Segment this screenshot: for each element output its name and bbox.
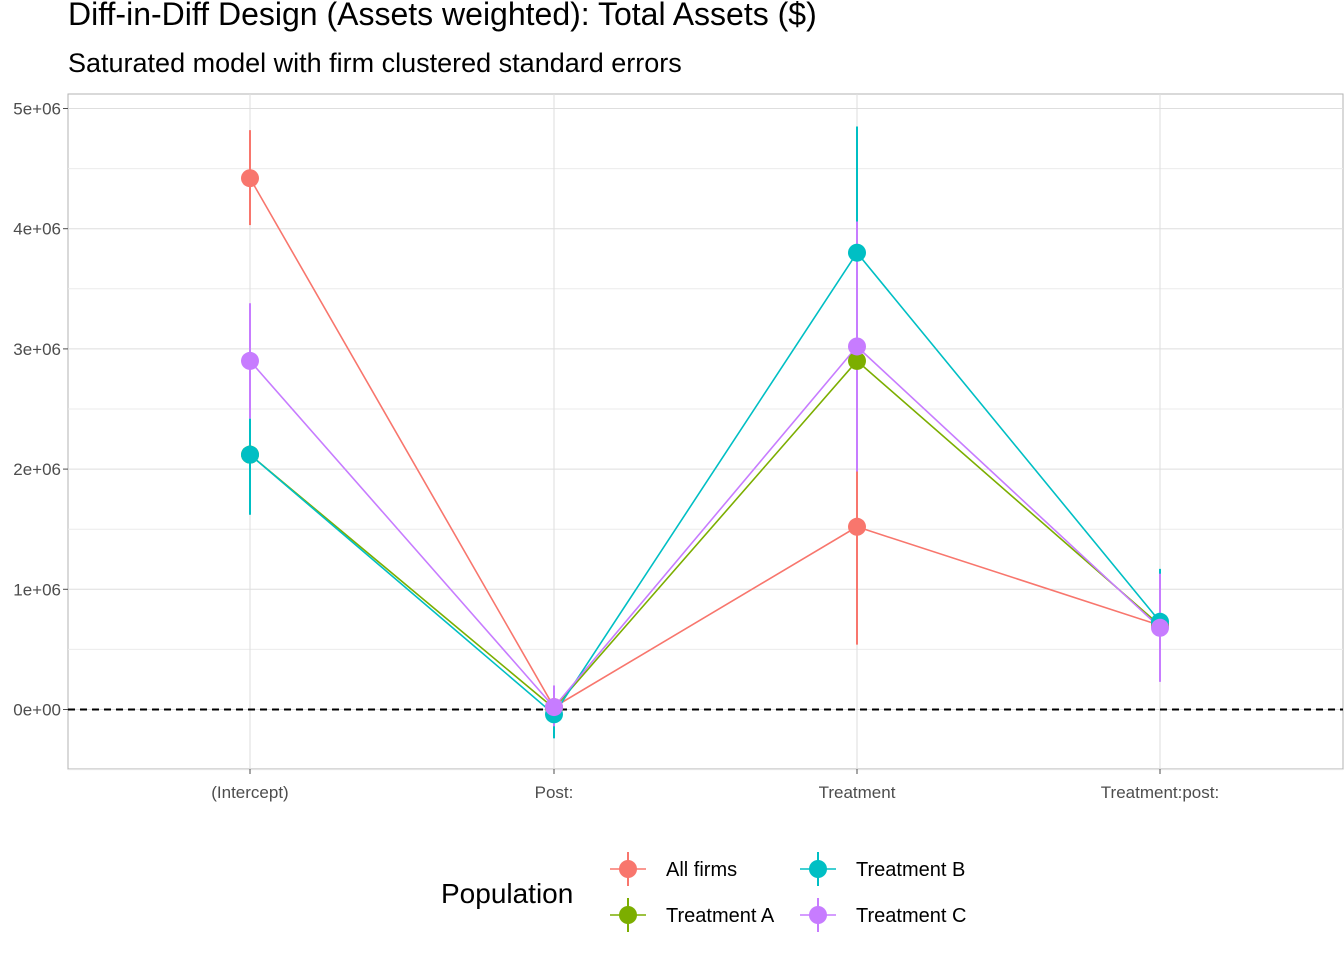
series-line [249, 177, 1161, 709]
chart-title: Diff-in-Diff Design (Assets weighted): T… [68, 0, 817, 32]
legend-key-point [619, 906, 637, 924]
series-line [249, 251, 1161, 716]
data-point [241, 351, 259, 370]
plot-panel: 0e+00 1e+06 2e+06 3e+06 4e+06 5e+06 (Intercept… [13, 93, 1344, 802]
legend-item: All firms [610, 852, 737, 886]
x-tick-label: Treatment [819, 783, 896, 802]
legend-item: Treatment C [800, 898, 966, 932]
y-tick-label: 5e+06 [13, 100, 61, 119]
y-tick-label: 0e+00 [13, 701, 61, 720]
x-tick-label: Treatment:post: [1101, 783, 1219, 802]
legend-label: Treatment C [856, 905, 966, 927]
series-line [249, 359, 1161, 710]
series-layer [241, 126, 1169, 739]
x-tick-label: Post: [535, 783, 574, 802]
legend-key-point [809, 906, 827, 924]
y-tick-label: 1e+06 [13, 580, 61, 599]
y-tick-label: 4e+06 [13, 220, 61, 239]
chart-subtitle: Saturated model with firm clustered stan… [68, 48, 682, 78]
data-point [848, 517, 866, 536]
data-point [241, 169, 259, 188]
legend-label: Treatment B [856, 859, 965, 881]
legend-label: All firms [666, 859, 737, 881]
legend-key-point [809, 860, 827, 878]
data-point [241, 445, 259, 464]
legend-item: Treatment B [800, 852, 965, 886]
legend-item: Treatment A [610, 898, 775, 932]
panel-border [67, 93, 1344, 770]
x-tick-label: (Intercept) [211, 783, 288, 802]
data-point [848, 337, 866, 356]
y-tick-label: 2e+06 [13, 460, 61, 479]
series-line [249, 345, 1161, 709]
legend: Population All firms Treatment A Treatment … [441, 852, 966, 932]
legend-title: Population [441, 878, 573, 909]
legend-label: Treatment A [666, 905, 775, 927]
data-point [848, 243, 866, 262]
y-tick-label: 3e+06 [13, 340, 61, 359]
data-point [1151, 618, 1169, 637]
legend-key-point [619, 860, 637, 878]
data-point [848, 351, 866, 370]
data-point [545, 698, 563, 717]
